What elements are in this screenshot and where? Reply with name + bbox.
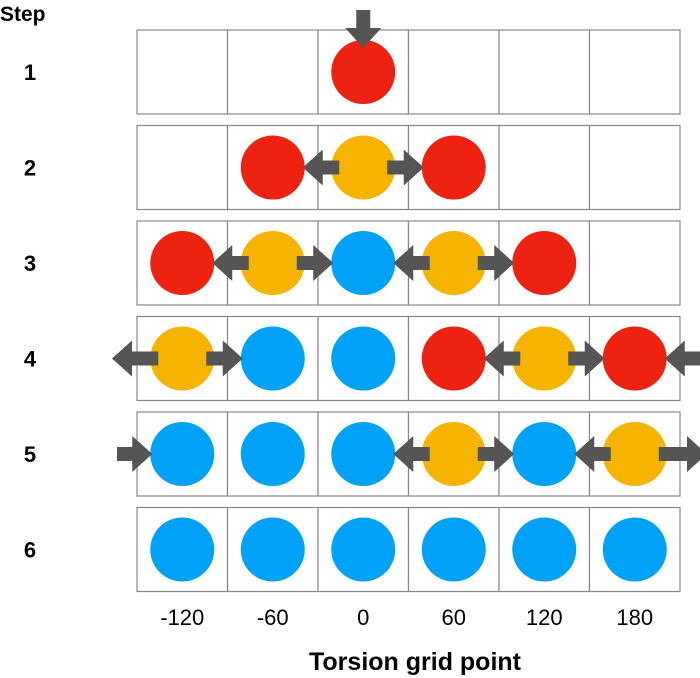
grid-cell (588, 220, 681, 306)
blue-point-marker (331, 517, 396, 582)
arrow-icon (393, 436, 430, 472)
arrow-icon (477, 436, 515, 472)
step-label: 1 (24, 60, 36, 85)
step-label: 5 (24, 442, 36, 467)
grid-cell (498, 29, 591, 115)
grid-cell (498, 124, 591, 211)
blue-point-marker (331, 326, 396, 391)
red-point-marker (421, 135, 486, 200)
x-tick-label: 120 (526, 605, 563, 630)
arrow-down-icon (345, 10, 382, 48)
arrow-icon (206, 340, 243, 377)
red-point-marker (512, 231, 577, 295)
step-label: 4 (24, 347, 37, 372)
step-header: Step (0, 3, 46, 26)
orange-point-marker (150, 326, 215, 391)
step-label: 6 (24, 538, 36, 563)
arrow-icon (568, 340, 605, 377)
grid-cell (226, 29, 319, 115)
step-row: 2 (24, 124, 681, 211)
orange-point-marker (331, 135, 396, 200)
blue-point-marker (421, 517, 486, 582)
blue-point-marker (512, 422, 577, 486)
step-row: 4 (24, 315, 700, 402)
arrow-icon (212, 245, 249, 281)
arrow-icon (658, 436, 700, 472)
x-axis-label: Torsion grid point (309, 648, 522, 676)
x-tick-label: -60 (257, 605, 289, 630)
x-tick-label: 0 (357, 605, 369, 630)
orange-point-marker (421, 231, 486, 295)
step-row: 1 (24, 10, 681, 115)
blue-point-marker (240, 517, 305, 582)
arrow-icon (477, 245, 515, 281)
grid-cell (588, 29, 681, 115)
red-point-marker (421, 326, 486, 391)
step-row: 3 (24, 220, 681, 306)
red-point-marker (240, 135, 305, 200)
x-tick-label: 60 (442, 605, 466, 630)
red-point-marker (602, 326, 667, 391)
x-axis-ticks: -120 -60 0 60 120 180 (160, 605, 653, 630)
step-row: 5 (24, 411, 700, 497)
arrow-icon (664, 340, 700, 377)
arrow-icon (574, 436, 611, 472)
arrow-icon (483, 340, 521, 377)
orange-point-marker (602, 422, 667, 486)
red-point-marker (331, 40, 396, 104)
step-rows: 1 2 3 4 5 6 (24, 10, 700, 593)
blue-point-marker (150, 517, 215, 582)
blue-point-marker (331, 231, 396, 295)
x-tick-label: -120 (160, 605, 204, 630)
arrow-icon (387, 149, 424, 186)
grid-cell (136, 124, 229, 211)
orange-point-marker (240, 231, 305, 295)
blue-point-marker (602, 517, 667, 582)
arrow-icon (112, 340, 159, 377)
arrow-icon (117, 436, 153, 472)
blue-point-marker (150, 422, 215, 486)
arrow-icon (393, 245, 430, 281)
orange-point-marker (421, 422, 486, 486)
orange-point-marker (512, 326, 577, 391)
grid-cell (588, 124, 681, 211)
blue-point-marker (240, 326, 305, 391)
step-label: 3 (24, 251, 36, 276)
arrow-icon (302, 149, 340, 186)
grid-cell (407, 29, 500, 115)
blue-point-marker (240, 422, 305, 486)
x-tick-label: 180 (616, 605, 653, 630)
step-label: 2 (24, 156, 36, 181)
arrow-icon (296, 245, 334, 281)
step-row: 6 (24, 506, 681, 593)
grid-cell (136, 29, 229, 115)
blue-point-marker (512, 517, 577, 582)
red-point-marker (150, 231, 215, 295)
blue-point-marker (331, 422, 396, 486)
